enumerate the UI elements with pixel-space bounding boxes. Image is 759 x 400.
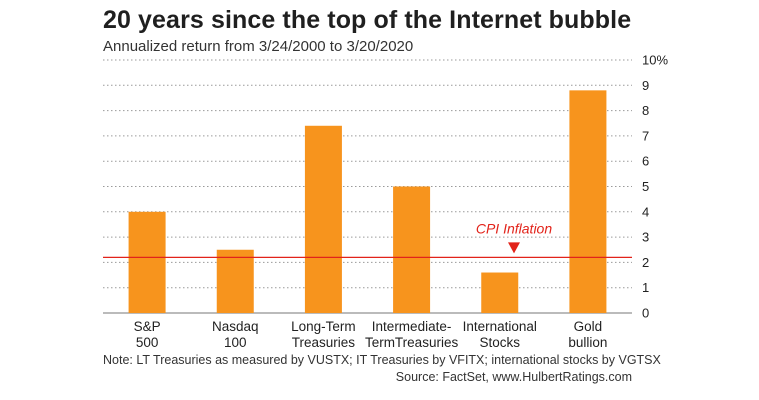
- y-tick-label: 4: [642, 204, 649, 219]
- bar: [128, 211, 166, 313]
- reference-line-group: CPI Inflation: [103, 220, 632, 258]
- y-tick-label: 1: [642, 280, 649, 295]
- y-tick-label: 10%: [642, 53, 668, 68]
- bars: [128, 90, 607, 313]
- x-category-label: International: [463, 319, 537, 334]
- y-tick-label: 8: [642, 103, 649, 118]
- x-category-label: 500: [136, 335, 159, 350]
- x-category-label: Nasdaq: [212, 319, 259, 334]
- x-category-label: Intermediate-: [372, 319, 452, 334]
- bar: [304, 125, 342, 313]
- x-category-label: Treasuries: [292, 335, 356, 350]
- bar: [569, 90, 607, 313]
- y-tick-label: 7: [642, 128, 649, 143]
- y-tick-label: 3: [642, 230, 649, 245]
- chart-source: Source: FactSet, www.HulbertRatings.com: [395, 370, 632, 384]
- y-axis-ticks: 0 1 2 3 4 5 6 7 8 9 10%: [642, 53, 668, 321]
- x-category-label: TermTreasuries: [365, 335, 459, 350]
- x-category-label: S&P: [134, 319, 161, 334]
- x-category-label: Long-Term: [291, 319, 356, 334]
- y-tick-label: 6: [642, 154, 649, 169]
- x-category-label: Gold: [574, 319, 603, 334]
- bar: [216, 249, 254, 313]
- y-tick-label: 5: [642, 179, 649, 194]
- y-tick-label: 9: [642, 78, 649, 93]
- y-tick-label: 2: [642, 255, 649, 270]
- chart-title: 20 years since the top of the Internet b…: [103, 6, 632, 34]
- cpi-inflation-label: CPI Inflation: [476, 220, 552, 236]
- chart-note: Note: LT Treasuries as measured by VUSTX…: [103, 353, 661, 367]
- bar: [481, 272, 519, 313]
- bar: [393, 186, 431, 313]
- chart-subtitle: Annualized return from 3/24/2000 to 3/20…: [103, 38, 414, 55]
- x-category-label: Stocks: [479, 335, 520, 350]
- y-tick-label: 0: [642, 306, 649, 321]
- cpi-arrow-icon: [508, 242, 520, 254]
- x-category-label: bullion: [568, 335, 607, 350]
- grid-lines: [103, 59, 632, 314]
- x-category-label: 100: [224, 335, 247, 350]
